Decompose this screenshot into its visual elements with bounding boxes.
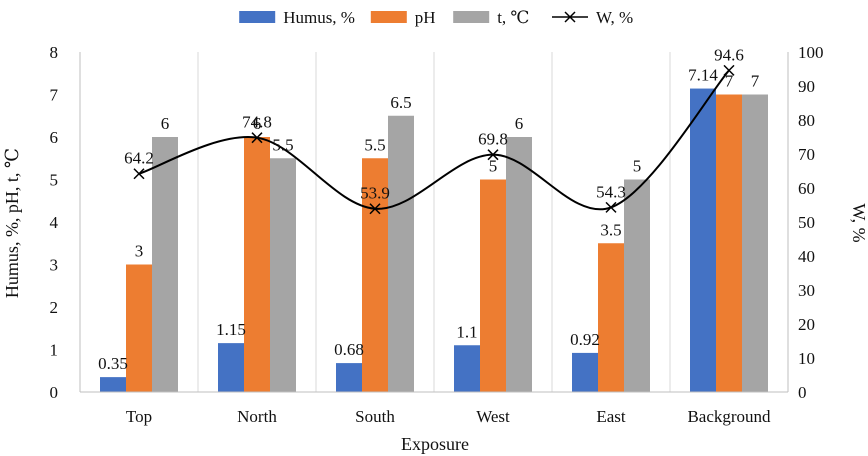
bar <box>244 137 270 392</box>
legend-swatch <box>370 11 407 23</box>
w-point-marker <box>251 132 263 144</box>
y2-axis-label: W, % <box>849 203 868 242</box>
y-tick-label: 8 <box>50 43 59 62</box>
bar-data-label: 6 <box>253 114 262 133</box>
legend-label: t, ℃ <box>497 8 529 27</box>
bar <box>152 137 178 392</box>
w-line <box>133 64 735 215</box>
bar-data-label: 7 <box>725 72 734 91</box>
grid <box>197 52 671 392</box>
bar-data-label: 5.5 <box>272 135 293 154</box>
y2-tick-label: 70 <box>798 145 815 164</box>
line-data-label: 64.2 <box>124 149 154 168</box>
x-tick-label: Top <box>126 407 152 426</box>
legend-item: W, % <box>552 8 633 27</box>
w-point-marker <box>723 64 735 76</box>
bar <box>388 115 414 392</box>
w-point-marker <box>369 203 381 215</box>
y-tick-label: 1 <box>50 341 59 360</box>
bar-data-label: 1.15 <box>216 320 246 339</box>
x-tick-label: Background <box>687 407 771 426</box>
bar <box>336 363 362 392</box>
bar <box>480 179 506 392</box>
bar-data-label: 0.35 <box>98 354 128 373</box>
bar-data-label: 6.5 <box>390 93 411 112</box>
y2-tick-label: 90 <box>798 77 815 96</box>
bar-data-label: 5 <box>489 157 498 176</box>
bar-data-label: 7 <box>751 72 760 91</box>
x-tick-label: South <box>355 407 395 426</box>
legend-item: pH <box>370 8 436 27</box>
line-data-label: 94.6 <box>714 45 744 64</box>
y2-tick-label: 80 <box>798 111 815 130</box>
legend-item: Humus, % <box>239 8 355 27</box>
bar <box>624 179 650 392</box>
bar <box>126 264 152 392</box>
data-labels: 0.35 1.15 0.68 1.1 0.92 7.14 3 6 5.5 5 3.5 7 6 5.5 6.5… <box>98 45 760 373</box>
bar <box>454 345 480 392</box>
line-data-label: 53.9 <box>360 184 390 203</box>
y2-tick-label: 10 <box>798 349 815 368</box>
bar-data-label: 3.5 <box>600 220 621 239</box>
legend-item: t, ℃ <box>453 8 529 27</box>
x-tick-label: North <box>237 407 277 426</box>
y2-tick-label: 30 <box>798 281 815 300</box>
bar-data-label: 0.68 <box>334 340 364 359</box>
bar <box>100 377 126 392</box>
legend-label: Humus, % <box>283 8 355 27</box>
y-tick-label: 2 <box>50 298 59 317</box>
x-axis-label: Exposure <box>401 434 469 454</box>
bar <box>270 158 296 392</box>
y2-tick-label: 100 <box>798 43 824 62</box>
legend-swatch <box>453 11 490 23</box>
bar-data-label: 5 <box>633 157 642 176</box>
bar-data-label: 5.5 <box>364 135 385 154</box>
legend: Humus, % pH t, ℃ W, % <box>239 8 633 27</box>
bar <box>362 158 388 392</box>
y2-tick-label: 20 <box>798 315 815 334</box>
bar <box>572 352 598 392</box>
bar <box>598 243 624 392</box>
y-tick-label: 5 <box>50 171 59 190</box>
bar <box>506 137 532 392</box>
bar <box>742 94 768 392</box>
legend-label: W, % <box>596 8 633 27</box>
y-tick-label: 7 <box>50 86 59 105</box>
y-tick-label: 6 <box>50 128 59 147</box>
line-data-label: 54.3 <box>596 182 626 201</box>
w-point-marker <box>487 149 499 161</box>
bar-data-label: 6 <box>161 114 170 133</box>
y-tick-label: 0 <box>50 383 59 402</box>
w-point-marker <box>133 168 145 180</box>
y2-tick-label: 50 <box>798 213 815 232</box>
line-data-label: 74.8 <box>242 113 272 132</box>
y2-tick-label: 60 <box>798 179 815 198</box>
bar-data-label: 6 <box>515 114 524 133</box>
legend-swatch <box>239 11 276 23</box>
bar-data-label: 0.92 <box>570 330 600 349</box>
w-series-line <box>138 69 730 211</box>
bar-data-label: 7.14 <box>688 66 718 85</box>
bar-data-label: 3 <box>135 242 144 261</box>
w-point-marker <box>605 201 617 213</box>
y-axis-label: Humus, %, pH, t, ℃ <box>2 148 22 298</box>
line-data-label: 69.8 <box>478 130 508 149</box>
bar <box>716 94 742 392</box>
y2-tick-label: 0 <box>798 383 807 402</box>
y2-tick-label: 40 <box>798 247 815 266</box>
bar <box>690 88 716 393</box>
y-tick-label: 3 <box>50 256 59 275</box>
y-tick-label: 4 <box>50 213 59 232</box>
bars <box>100 88 768 393</box>
bar-data-label: 1.1 <box>456 322 477 341</box>
x-tick-label: West <box>476 407 510 426</box>
legend-label: pH <box>415 8 436 27</box>
x-tick-label: East <box>596 407 626 426</box>
bar <box>218 343 244 392</box>
